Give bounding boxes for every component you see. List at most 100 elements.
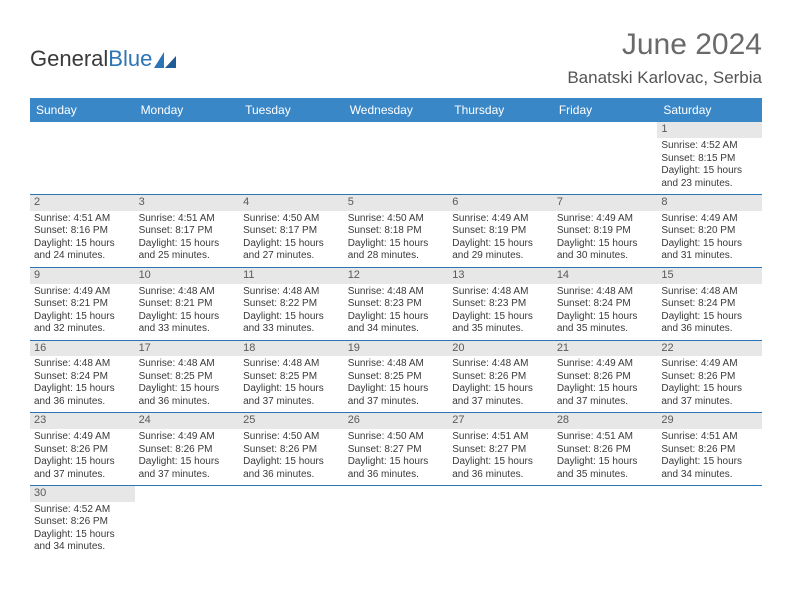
day-info-line: Sunrise: 4:49 AM xyxy=(34,286,131,299)
day-info-line: Sunset: 8:26 PM xyxy=(661,371,758,384)
day-info-line: Daylight: 15 hours xyxy=(661,165,758,178)
day-info-cell: Sunrise: 4:48 AMSunset: 8:24 PMDaylight:… xyxy=(553,284,658,341)
day-info-cell xyxy=(135,502,240,558)
day-number-cell: 5 xyxy=(344,195,449,211)
day-info-line: Daylight: 15 hours xyxy=(557,383,654,396)
day-number-cell: 21 xyxy=(553,340,658,356)
month-title: June 2024 xyxy=(567,28,762,62)
day-info-line: and 24 minutes. xyxy=(34,250,131,263)
day-info-line: Daylight: 15 hours xyxy=(139,238,236,251)
day-info-line: Sunset: 8:16 PM xyxy=(34,225,131,238)
day-info-cell xyxy=(553,502,658,558)
day-info-line: and 29 minutes. xyxy=(452,250,549,263)
day-info-line: Daylight: 15 hours xyxy=(557,311,654,324)
day-info-line: Sunset: 8:24 PM xyxy=(557,298,654,311)
day-info-line: Daylight: 15 hours xyxy=(243,456,340,469)
daynum-row: 30 xyxy=(30,486,762,502)
day-info-line: Daylight: 15 hours xyxy=(34,311,131,324)
calendar-body: 1Sunrise: 4:52 AMSunset: 8:15 PMDaylight… xyxy=(30,122,762,558)
info-row: Sunrise: 4:52 AMSunset: 8:26 PMDaylight:… xyxy=(30,502,762,558)
title-block: June 2024 Banatski Karlovac, Serbia xyxy=(567,28,762,88)
weekday-header: Friday xyxy=(553,98,658,122)
day-number-cell xyxy=(553,122,658,138)
day-info-line: Sunset: 8:17 PM xyxy=(243,225,340,238)
day-number-cell: 3 xyxy=(135,195,240,211)
calendar-table: SundayMondayTuesdayWednesdayThursdayFrid… xyxy=(30,98,762,558)
day-info-cell: Sunrise: 4:51 AMSunset: 8:17 PMDaylight:… xyxy=(135,211,240,268)
day-info-line: Sunrise: 4:49 AM xyxy=(557,358,654,371)
day-number-cell: 25 xyxy=(239,413,344,429)
day-info-line: Sunrise: 4:48 AM xyxy=(557,286,654,299)
daynum-row: 2345678 xyxy=(30,195,762,211)
day-info-cell: Sunrise: 4:51 AMSunset: 8:27 PMDaylight:… xyxy=(448,429,553,486)
day-info-line: Daylight: 15 hours xyxy=(348,311,445,324)
weekday-header: Tuesday xyxy=(239,98,344,122)
day-info-cell xyxy=(239,138,344,195)
day-info-cell: Sunrise: 4:48 AMSunset: 8:24 PMDaylight:… xyxy=(657,284,762,341)
daynum-row: 16171819202122 xyxy=(30,340,762,356)
day-info-line: Sunrise: 4:51 AM xyxy=(661,431,758,444)
day-info-line: Daylight: 15 hours xyxy=(243,383,340,396)
day-info-line: Daylight: 15 hours xyxy=(661,238,758,251)
day-info-line: Sunset: 8:25 PM xyxy=(139,371,236,384)
weekday-header: Monday xyxy=(135,98,240,122)
day-info-line: and 37 minutes. xyxy=(452,396,549,409)
day-info-line: Sunrise: 4:48 AM xyxy=(348,286,445,299)
day-info-cell: Sunrise: 4:48 AMSunset: 8:25 PMDaylight:… xyxy=(239,356,344,413)
day-info-line: and 34 minutes. xyxy=(34,541,131,554)
day-info-line: and 35 minutes. xyxy=(452,323,549,336)
calendar-page: GeneralBlue June 2024 Banatski Karlovac,… xyxy=(0,0,792,558)
day-number-cell: 8 xyxy=(657,195,762,211)
info-row: Sunrise: 4:52 AMSunset: 8:15 PMDaylight:… xyxy=(30,138,762,195)
day-number-cell: 24 xyxy=(135,413,240,429)
day-info-line: Sunrise: 4:52 AM xyxy=(661,140,758,153)
day-info-line: Daylight: 15 hours xyxy=(557,456,654,469)
day-info-line: Sunrise: 4:50 AM xyxy=(243,213,340,226)
day-info-line: Sunset: 8:26 PM xyxy=(243,444,340,457)
day-info-cell: Sunrise: 4:48 AMSunset: 8:25 PMDaylight:… xyxy=(135,356,240,413)
day-info-line: and 34 minutes. xyxy=(661,469,758,482)
day-info-line: Sunset: 8:26 PM xyxy=(139,444,236,457)
day-info-line: Sunset: 8:19 PM xyxy=(452,225,549,238)
day-info-line: Daylight: 15 hours xyxy=(452,238,549,251)
day-info-line: and 33 minutes. xyxy=(243,323,340,336)
day-info-cell: Sunrise: 4:49 AMSunset: 8:26 PMDaylight:… xyxy=(30,429,135,486)
day-info-cell: Sunrise: 4:48 AMSunset: 8:22 PMDaylight:… xyxy=(239,284,344,341)
day-info-cell: Sunrise: 4:48 AMSunset: 8:26 PMDaylight:… xyxy=(448,356,553,413)
brand-part2: Blue xyxy=(108,46,152,72)
day-info-cell xyxy=(448,502,553,558)
day-info-line: Sunrise: 4:48 AM xyxy=(661,286,758,299)
day-info-line: and 36 minutes. xyxy=(452,469,549,482)
day-number-cell xyxy=(448,486,553,502)
day-info-cell xyxy=(344,502,449,558)
day-info-cell xyxy=(448,138,553,195)
day-info-line: and 37 minutes. xyxy=(348,396,445,409)
day-number-cell: 7 xyxy=(553,195,658,211)
day-info-line: Sunrise: 4:50 AM xyxy=(348,431,445,444)
day-info-line: Sunrise: 4:49 AM xyxy=(139,431,236,444)
day-info-cell: Sunrise: 4:50 AMSunset: 8:26 PMDaylight:… xyxy=(239,429,344,486)
day-info-line: Daylight: 15 hours xyxy=(243,311,340,324)
day-info-line: Daylight: 15 hours xyxy=(139,311,236,324)
day-info-line: Daylight: 15 hours xyxy=(348,456,445,469)
day-number-cell xyxy=(239,122,344,138)
day-info-line: and 35 minutes. xyxy=(557,323,654,336)
day-info-line: Sunrise: 4:51 AM xyxy=(139,213,236,226)
day-info-line: Sunrise: 4:49 AM xyxy=(661,213,758,226)
day-info-cell: Sunrise: 4:52 AMSunset: 8:15 PMDaylight:… xyxy=(657,138,762,195)
day-number-cell: 17 xyxy=(135,340,240,356)
day-number-cell: 30 xyxy=(30,486,135,502)
day-info-cell: Sunrise: 4:51 AMSunset: 8:16 PMDaylight:… xyxy=(30,211,135,268)
day-info-line: Daylight: 15 hours xyxy=(348,383,445,396)
day-info-line: Sunset: 8:23 PM xyxy=(348,298,445,311)
day-info-line: Daylight: 15 hours xyxy=(452,383,549,396)
day-info-line: Daylight: 15 hours xyxy=(452,311,549,324)
day-info-line: Sunset: 8:17 PM xyxy=(139,225,236,238)
day-info-line: Sunrise: 4:48 AM xyxy=(139,358,236,371)
location-label: Banatski Karlovac, Serbia xyxy=(567,68,762,88)
info-row: Sunrise: 4:49 AMSunset: 8:26 PMDaylight:… xyxy=(30,429,762,486)
day-info-cell: Sunrise: 4:50 AMSunset: 8:27 PMDaylight:… xyxy=(344,429,449,486)
day-info-line: Sunset: 8:27 PM xyxy=(348,444,445,457)
weekday-header: Thursday xyxy=(448,98,553,122)
day-number-cell xyxy=(135,486,240,502)
